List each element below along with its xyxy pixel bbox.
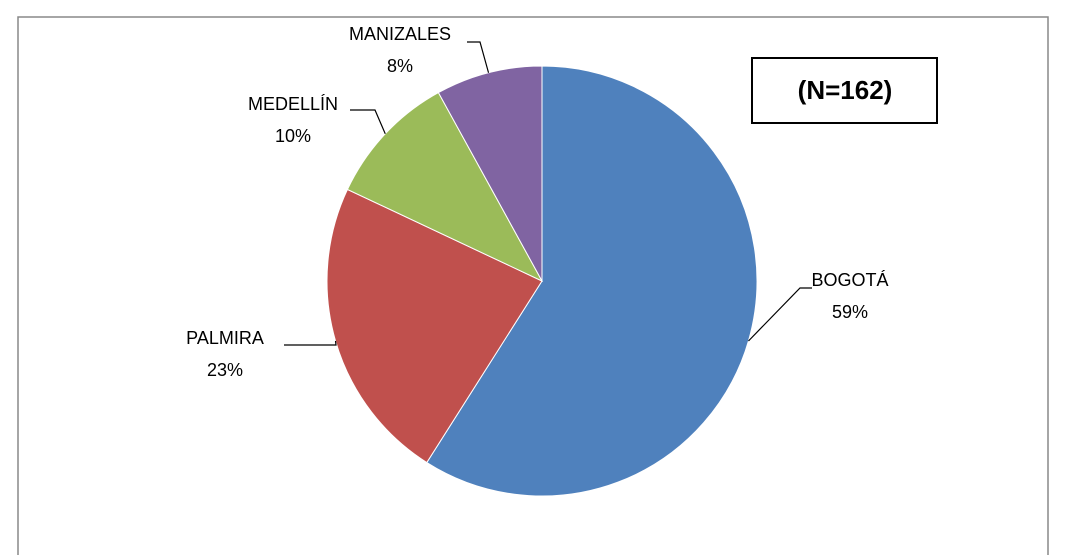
slice-value-label: 8%	[387, 56, 413, 76]
pie-slice	[326, 188, 543, 464]
leader-line	[748, 287, 812, 342]
leader-line	[350, 109, 386, 135]
leader-line	[284, 340, 337, 346]
slice-label: BOGOTÁ	[811, 270, 888, 290]
slice-value-label: 59%	[832, 302, 868, 322]
slice-label: MEDELLÍN	[248, 94, 338, 114]
annotation: (N=162)	[798, 75, 893, 105]
chart-frame	[17, 16, 1049, 555]
slice-value-label: 23%	[207, 360, 243, 380]
annotation-box	[751, 57, 938, 124]
pie-slice	[437, 65, 543, 282]
slice-value-label: 10%	[275, 126, 311, 146]
pie-slice	[426, 65, 758, 497]
leader-line	[467, 41, 490, 73]
slice-label: PALMIRA	[186, 328, 264, 348]
slice-label: MANIZALES	[349, 24, 451, 44]
